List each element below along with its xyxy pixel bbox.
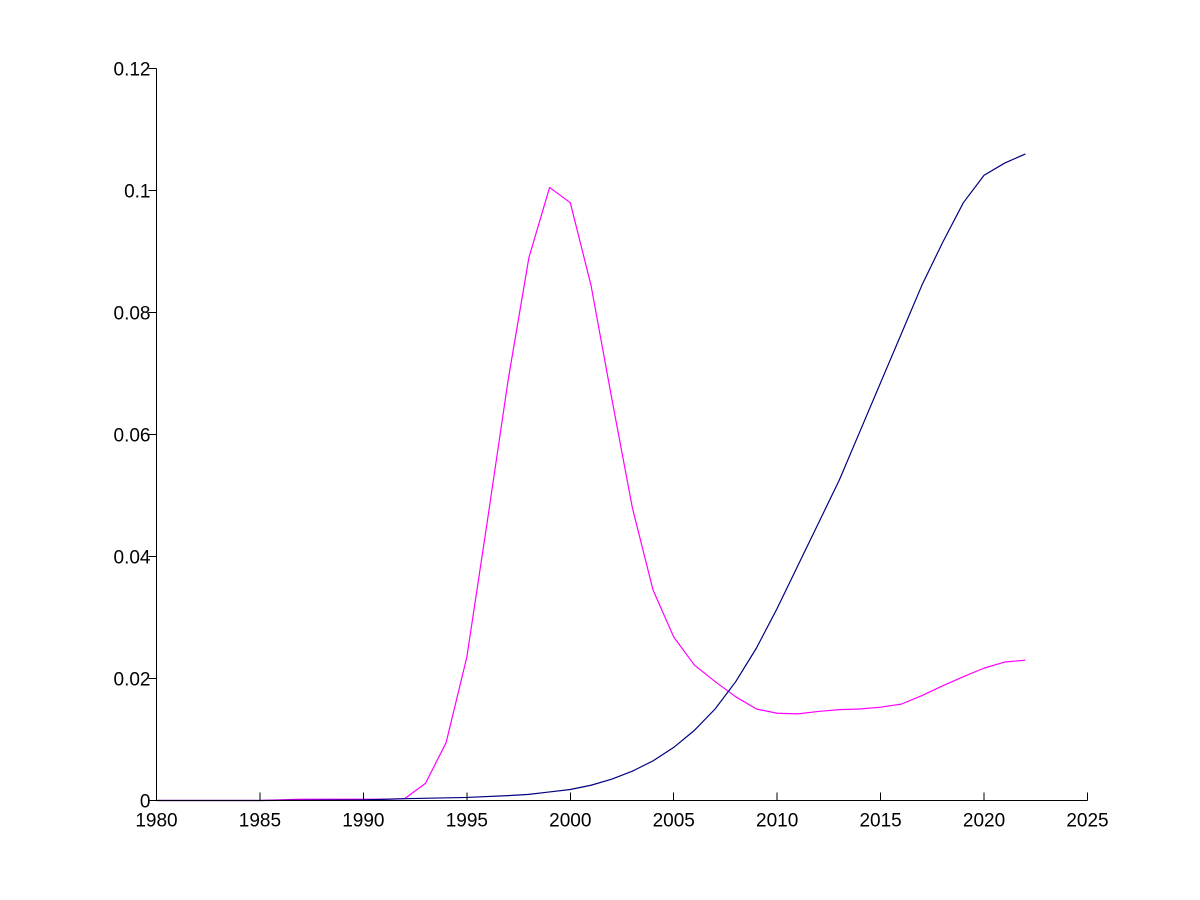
y-tick-label: 0.08 [114,304,151,325]
x-axis-ticks: 1980 1985 1990 1995 2000 2005 2010 2015 2020 2025 [135,792,1109,832]
y-tick-label: 0.06 [114,426,151,447]
x-tick-label: 2025 [1066,811,1108,832]
x-tick-label: 1980 [135,811,177,832]
series-line-1 [156,186,1026,802]
y-axis-ticks: 0 0.02 0.04 0.06 0.08 0.1 0.12 [114,60,157,813]
y-tick-label: 0.12 [114,60,151,81]
y-tick-label: 0.1 [124,182,150,203]
series-line-2 [156,153,1026,802]
x-tick-label: 1995 [446,811,488,832]
y-tick-label: 0.04 [114,548,151,569]
y-tick-label: 0 [140,792,151,813]
x-tick-label: 1990 [342,811,384,832]
x-tick-label: 1985 [239,811,281,832]
plot-area: 0 0.02 0.04 0.06 0.08 0.1 0.12 1980 1985 1990 199… [114,60,1109,832]
series-layer [156,153,1026,802]
x-tick-label: 2000 [549,811,591,832]
x-tick-label: 2015 [859,811,901,832]
x-tick-label: 2010 [756,811,798,832]
y-tick-label: 0.02 [114,670,151,691]
x-tick-label: 2020 [963,811,1005,832]
x-tick-label: 2005 [653,811,695,832]
